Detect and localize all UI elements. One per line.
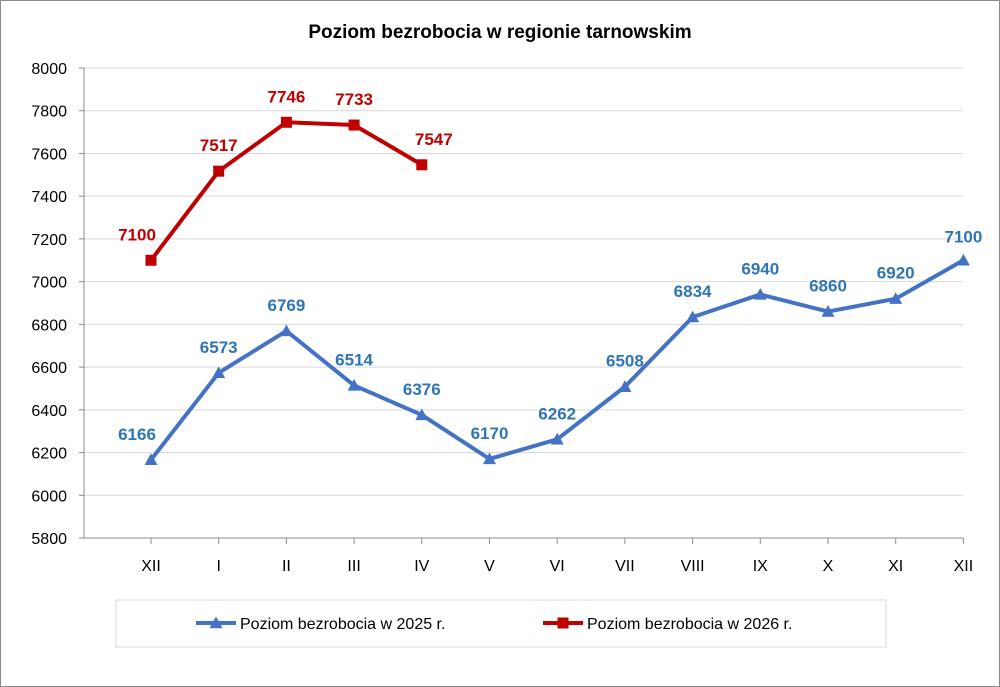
- data-label: 7100: [118, 225, 156, 244]
- x-tick-label: X: [823, 558, 834, 575]
- x-axis-ticks: XII I II III IV V VI VII VIII IX X XI XII: [141, 558, 973, 575]
- data-point: [144, 453, 158, 466]
- data-labels-layer: 6166 6573 6769 6514 6376 6170 6262 6508 6834 6940…: [118, 87, 982, 444]
- legend-label: Poziom bezrobocia w 2025 r.: [240, 616, 445, 633]
- y-tick-label: 7400: [31, 189, 67, 206]
- gridlines: [84, 67, 963, 496]
- data-label: 6166: [118, 425, 156, 444]
- legend-marker: [209, 616, 223, 629]
- x-tick-label: VIII: [681, 558, 705, 575]
- y-tick-label: 6400: [31, 403, 67, 420]
- series-line: [149, 120, 423, 262]
- data-label: 6262: [538, 404, 576, 423]
- data-point: [483, 452, 496, 465]
- data-point: [213, 165, 225, 177]
- data-point: [279, 324, 293, 337]
- x-tick-label: XI: [888, 558, 903, 575]
- data-label: 6860: [809, 277, 847, 296]
- data-point: [550, 432, 564, 445]
- data-point: [145, 254, 157, 266]
- y-tick-label: 8000: [31, 61, 67, 78]
- x-tick-label: V: [484, 558, 495, 575]
- legend: Poziom bezrobocia w 2025 r. Poziom bezrob…: [115, 599, 887, 648]
- data-label: 6514: [335, 350, 373, 369]
- y-tick-label: 6200: [31, 446, 67, 463]
- x-tick-label: VI: [550, 558, 565, 575]
- data-point: [348, 119, 360, 131]
- x-tick-label: VII: [615, 558, 635, 575]
- data-label: 6508: [606, 352, 644, 371]
- x-tick-label: IV: [414, 558, 429, 575]
- data-label: 7517: [200, 136, 238, 155]
- data-label: 6834: [674, 282, 712, 301]
- data-point: [618, 380, 632, 392]
- chart-title: Poziom bezrobocia w regionie tarnowskim: [308, 22, 691, 43]
- data-label: 6170: [471, 424, 509, 443]
- y-axis-ticks: 5800 6000 6200 6400 6600 6800 7000 7200 7400 7600…: [31, 61, 67, 548]
- data-point: [416, 159, 428, 171]
- data-point: [753, 287, 767, 300]
- y-tick-label: 5800: [31, 531, 67, 548]
- x-tick-label: I: [216, 558, 220, 575]
- y-tick-label: 7200: [31, 232, 67, 249]
- data-point: [821, 305, 835, 317]
- data-label: 6376: [403, 380, 441, 399]
- data-label: 7746: [267, 87, 305, 106]
- data-label: 7100: [944, 227, 982, 246]
- data-label: 7733: [335, 90, 373, 109]
- y-tick-label: 7000: [31, 275, 67, 292]
- y-tick-label: 6600: [31, 360, 67, 377]
- data-label: 6769: [267, 296, 305, 315]
- x-tick-label: XII: [141, 558, 161, 575]
- data-point: [686, 310, 700, 323]
- y-tick-label: 7800: [31, 104, 67, 121]
- x-tick-label: XII: [954, 558, 974, 575]
- y-tick-label: 6800: [31, 317, 67, 334]
- x-tick-label: IX: [753, 558, 768, 575]
- data-label: 6920: [877, 264, 915, 283]
- legend-label: Poziom bezrobocia w 2026 r.: [587, 616, 792, 633]
- series-layer: [144, 116, 970, 466]
- legend-box: [115, 599, 887, 648]
- data-point: [956, 253, 970, 266]
- axes: [79, 67, 964, 544]
- data-point: [212, 366, 226, 379]
- data-point: [347, 378, 361, 391]
- x-tick-label: II: [282, 558, 291, 575]
- data-point: [415, 408, 429, 421]
- data-label: 6940: [741, 259, 779, 278]
- x-tick-label: III: [347, 558, 360, 575]
- legend-marker: [557, 617, 569, 629]
- data-point: [280, 116, 292, 128]
- data-label: 6573: [200, 338, 238, 357]
- y-tick-label: 7600: [31, 146, 67, 163]
- data-point: [889, 292, 903, 304]
- data-label: 7547: [415, 130, 453, 149]
- y-tick-label: 6000: [31, 488, 67, 505]
